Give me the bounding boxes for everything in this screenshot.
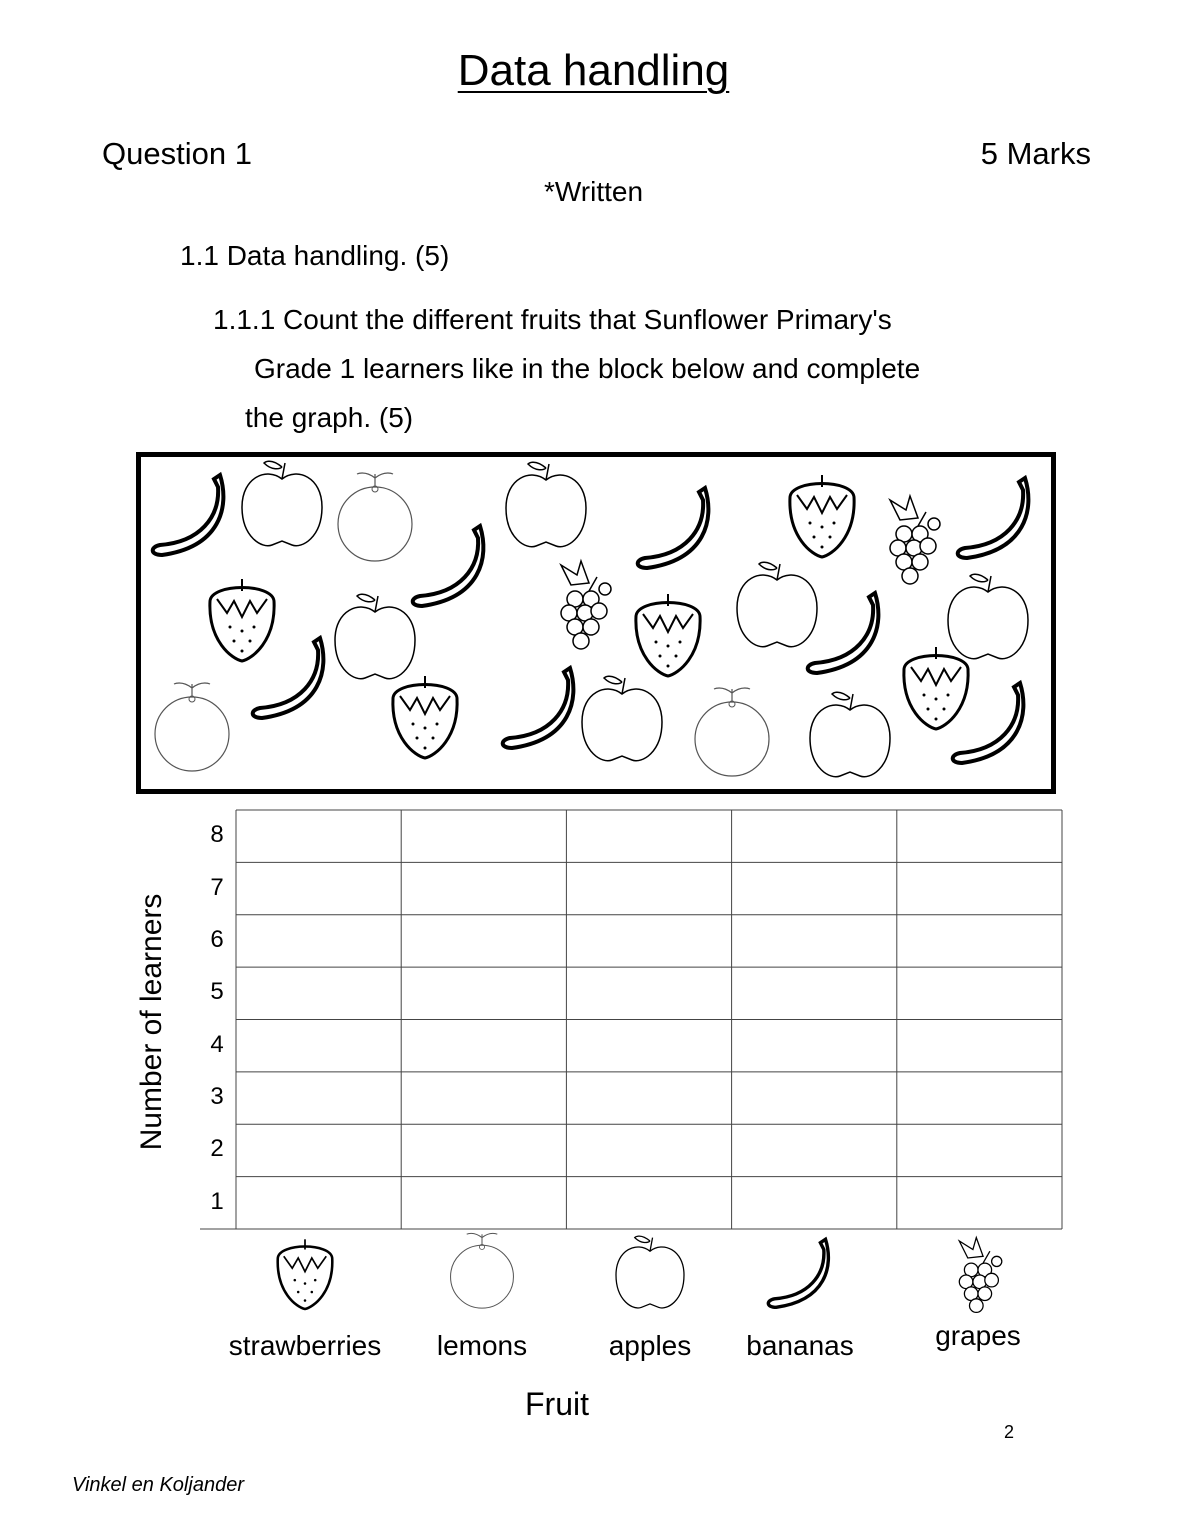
y-tick-label: 5 — [210, 978, 224, 1006]
strawberry-icon — [902, 645, 970, 731]
instruction-line-1: 1.1.1 Count the different fruits that Su… — [213, 304, 892, 335]
banana-icon — [635, 486, 711, 570]
apple-icon — [581, 675, 663, 762]
x-axis-label: Fruit — [525, 1386, 589, 1422]
page-number: 2 — [1004, 1422, 1015, 1442]
banana-icon — [250, 636, 326, 720]
instruction-line-2: Grade 1 learners like in the block below… — [254, 353, 921, 384]
y-tick-label: 1 — [210, 1187, 224, 1215]
page-title: Data handling — [0, 46, 1187, 96]
question-type: *Written — [543, 176, 644, 207]
section-heading: 1.1 Data handling. (5) — [180, 240, 450, 271]
marks-label: 5 Marks — [980, 136, 1091, 171]
banana-icon — [955, 476, 1031, 560]
y-tick-label: 6 — [210, 925, 224, 953]
strawberry-icon — [634, 592, 702, 678]
y-tick-label: 7 — [210, 873, 224, 901]
strawberry-icon — [208, 577, 276, 663]
category-icons — [276, 1232, 1003, 1314]
category-label: lemons — [436, 1330, 528, 1361]
fruit-counting-box — [136, 452, 1056, 794]
graph-grid — [200, 809, 1063, 1230]
grapes-icon — [560, 560, 612, 650]
strawberry-icon — [788, 473, 856, 559]
y-tick-label: 4 — [210, 1030, 224, 1058]
apple-icon — [241, 460, 323, 547]
category-label: bananas — [746, 1330, 854, 1361]
banana-icon — [500, 666, 576, 750]
question-label: Question 1 — [102, 136, 252, 171]
instruction-line-3: the graph. (5) — [245, 402, 414, 433]
y-tick-label: 8 — [210, 821, 224, 849]
apple-icon — [736, 561, 818, 648]
apple-icon — [615, 1235, 685, 1309]
y-tick-label: 3 — [210, 1083, 224, 1111]
apple-icon — [334, 593, 416, 680]
lemon-icon — [450, 1232, 514, 1309]
lemon-icon — [694, 687, 770, 777]
fruit-box-fruits — [150, 460, 1031, 778]
lemon-icon — [154, 682, 230, 772]
category-label: grapes — [935, 1320, 1021, 1351]
banana-icon — [150, 473, 226, 557]
strawberry-icon — [391, 674, 459, 760]
strawberry-icon — [276, 1238, 334, 1311]
apple-icon — [947, 573, 1029, 660]
apple-icon — [505, 461, 587, 548]
category-label: apples — [608, 1330, 692, 1361]
lemon-icon — [337, 472, 413, 562]
y-tick-label: 2 — [210, 1135, 224, 1163]
grapes-icon — [958, 1236, 1003, 1314]
footer-brand: Vinkel en Koljander — [72, 1474, 244, 1496]
banana-icon — [766, 1237, 831, 1310]
grapes-icon — [889, 495, 941, 585]
y-axis-label: Number of learners — [135, 893, 168, 1151]
banana-icon — [805, 591, 881, 675]
category-label: strawberries — [228, 1330, 382, 1361]
title-text: Data handling — [457, 46, 730, 95]
apple-icon — [809, 691, 891, 778]
banana-icon — [410, 524, 486, 608]
